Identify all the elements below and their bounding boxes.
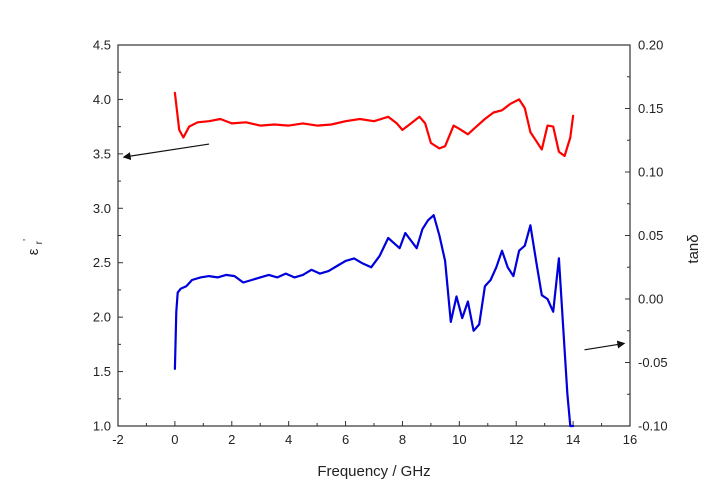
series-group <box>173 91 575 428</box>
y-left-tick-label: 4.5 <box>93 38 111 53</box>
x-tick-label: 8 <box>399 432 406 447</box>
y-left-tick-label: 1.5 <box>93 364 111 379</box>
arrow-to-left-axis <box>122 143 210 161</box>
y-left-tick-label: 2.0 <box>93 310 111 325</box>
y-right-tick-label: -0.10 <box>638 419 668 434</box>
x-tick-label: 2 <box>228 432 235 447</box>
x-axis-title: Frequency / GHz <box>317 463 430 480</box>
y-right-tick-label: 0.20 <box>638 38 663 53</box>
x-tick-label: 16 <box>623 432 637 447</box>
y-left-axis-ticks: 1.0 1.5 2.0 2.5 3.0 3.5 4.0 4.5 <box>93 38 123 434</box>
y-left-axis-title-main: ε <box>25 248 42 255</box>
y-left-tick-label: 4.0 <box>93 92 111 107</box>
y-right-axis-title: tanδ <box>685 234 702 263</box>
y-right-tick-label: 0.05 <box>638 228 663 243</box>
x-tick-label: 0 <box>171 432 178 447</box>
y-right-tick-label: 0.15 <box>638 101 663 116</box>
plot-frame <box>117 44 631 427</box>
annotation-group <box>122 143 626 351</box>
y-left-axis-title: ε r ' <box>22 237 46 255</box>
y-left-tick-label: 3.5 <box>93 146 111 161</box>
x-tick-label: 14 <box>566 432 580 447</box>
x-tick-label: 12 <box>509 432 523 447</box>
x-tick-label: 10 <box>452 432 466 447</box>
x-tick-label: 4 <box>285 432 292 447</box>
y-left-tick-label: 2.5 <box>93 255 111 270</box>
x-tick-label: -2 <box>112 432 124 447</box>
x-axis-ticks: -2 0 2 4 6 8 10 12 14 16 <box>112 421 637 447</box>
y-right-tick-label: 0.10 <box>638 165 663 180</box>
x-tick-label: 6 <box>342 432 349 447</box>
series-line-tan-delta <box>173 214 575 428</box>
y-left-tick-label: 3.0 <box>93 201 111 216</box>
y-right-axis-ticks: -0.10 -0.05 0.00 0.05 0.10 0.15 0.20 <box>625 38 668 434</box>
svg-text:ε r ': ε r ' <box>22 237 46 255</box>
y-left-tick-label: 1.0 <box>93 419 111 434</box>
arrow-to-right-axis <box>584 340 626 351</box>
y-right-tick-label: 0.00 <box>638 292 663 307</box>
y-right-tick-label: -0.05 <box>638 355 668 370</box>
y-left-axis-title-sub: r <box>34 240 45 244</box>
y-left-axis-title-sup: ' <box>22 239 33 241</box>
series-line-permittivity <box>173 91 575 158</box>
